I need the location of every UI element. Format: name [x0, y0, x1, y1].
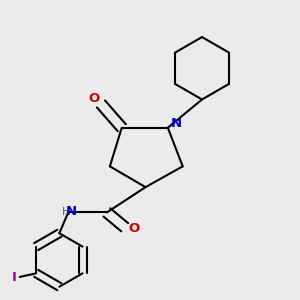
Text: O: O: [89, 92, 100, 105]
Text: N: N: [171, 117, 182, 130]
Text: I: I: [11, 271, 16, 284]
Text: N: N: [66, 205, 77, 218]
Text: O: O: [128, 222, 139, 235]
Text: H: H: [62, 206, 70, 217]
